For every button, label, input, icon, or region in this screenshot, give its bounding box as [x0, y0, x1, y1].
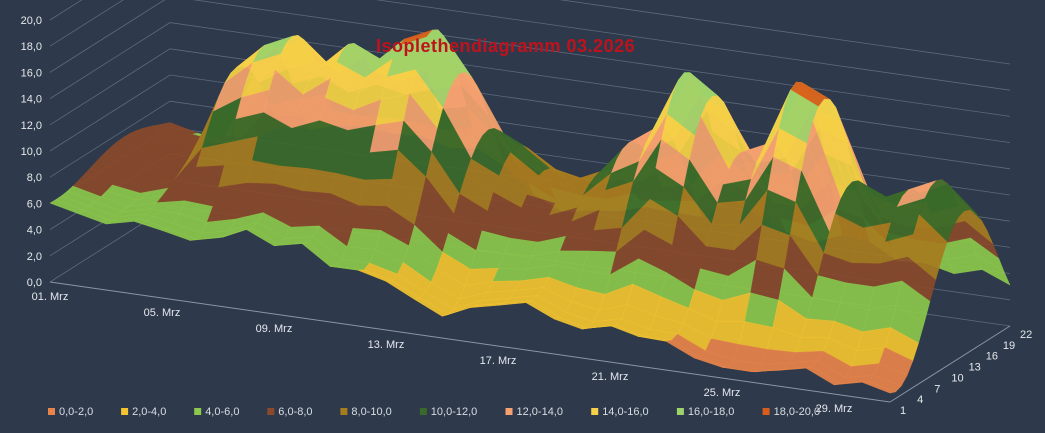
legend-swatch [340, 408, 348, 415]
grid-line [49, 0, 1011, 117]
grid-line [49, 22, 1011, 143]
legend-label: 18,0-20,0 [774, 406, 820, 418]
legend-swatch [267, 408, 275, 415]
surface-patch [800, 318, 835, 338]
legend-label: 6,0-8,0 [278, 406, 312, 418]
y-tick-label: 13 [969, 362, 981, 374]
grid-line [49, 0, 1011, 65]
legend-swatch [121, 408, 129, 415]
y-axis-ticks: 147 10 13 16 19 22 [900, 329, 1032, 417]
chart-title: Isoplethendiagramm 03.2026 [376, 36, 635, 56]
grid-line [49, 0, 1011, 91]
z-axis-ticks: 0,0 2,0 4,0 6,0 8,0 10,0 12,0 14,0 16,0 18,0 20,0 [21, 15, 42, 289]
x-tick-label: 17. Mrz [480, 355, 517, 367]
z-tick-label: 2,0 [27, 251, 42, 263]
y-tick-label: 19 [1003, 340, 1015, 352]
legend-item: 0,0-2,0 [48, 406, 93, 418]
surface-patch [861, 381, 897, 394]
legend-label: 0,0-2,0 [59, 406, 93, 418]
axes: 0,02,04,06,08,010,012,014,016,018,020,0 … [21, 15, 1033, 417]
z-tick-label: 14,0 [21, 94, 42, 106]
legend-swatch [762, 408, 770, 415]
legend-item: 16,0-18,0 [676, 406, 734, 418]
z-tick-label: 10,0 [21, 146, 42, 158]
y-axis-line [889, 325, 1011, 403]
x-tick-label: 13. Mrz [368, 339, 405, 351]
legend-item: 14,0-16,0 [591, 406, 649, 418]
surface-plot [49, 29, 1011, 394]
y-tick-label: 16 [986, 351, 998, 363]
legend-swatch [676, 408, 684, 415]
z-tick-label: 16,0 [21, 67, 42, 79]
z-tick-label: 12,0 [21, 120, 42, 132]
legend-swatch [505, 408, 513, 415]
y-tick-label: 1 [900, 405, 906, 417]
legend-item: 8,0-10,0 [340, 406, 392, 418]
surface-patch [845, 262, 880, 288]
legend-label: 4,0-6,0 [205, 406, 239, 418]
surface-patch [302, 168, 337, 194]
surface-patch [705, 223, 740, 251]
legend-item: 6,0-8,0 [267, 406, 313, 418]
legend-item: 10,0-12,0 [419, 406, 477, 418]
surface-patch [352, 205, 387, 231]
y-tick-label: 22 [1020, 329, 1032, 341]
legend-swatch [48, 408, 55, 415]
y-tick-label: 10 [951, 372, 963, 384]
legend-label: 8,0-10,0 [351, 406, 391, 418]
legend-item: 18,0-20,0 [762, 406, 820, 418]
z-tick-label: 0,0 [27, 277, 42, 289]
x-axis-ticks: 01. Mrz 05. Mrz 09. Mrz 13. Mrz 17. Mrz 21. M… [32, 291, 853, 415]
surface-patch [346, 228, 382, 250]
surface-patch [582, 250, 617, 275]
x-tick-label: 29. Mrz [816, 403, 853, 415]
surface-patch [498, 253, 533, 270]
x-tick-label: 01. Mrz [32, 291, 69, 303]
legend-item: 4,0-6,0 [194, 406, 239, 418]
z-tick-label: 6,0 [27, 198, 42, 210]
z-tick-label: 4,0 [27, 225, 42, 237]
z-tick-label: 18,0 [21, 41, 42, 53]
y-tick-label: 7 [934, 383, 940, 395]
legend-swatch [194, 408, 202, 415]
legend-label: 14,0-16,0 [602, 406, 648, 418]
z-tick-label: 8,0 [27, 172, 42, 184]
x-tick-label: 09. Mrz [256, 323, 293, 335]
legend-swatch [591, 408, 599, 415]
surface-patch [296, 190, 331, 212]
x-tick-label: 25. Mrz [704, 387, 741, 399]
x-tick-label: 05. Mrz [144, 307, 181, 319]
legend-swatch [419, 408, 427, 415]
z-tick-label: 20,0 [21, 15, 42, 27]
x-tick-label: 21. Mrz [592, 371, 629, 383]
legend-item: 12,0-14,0 [505, 406, 563, 418]
x-axis-line [49, 281, 891, 403]
legend-label: 2,0-4,0 [132, 406, 166, 418]
legend-label: 12,0-14,0 [517, 406, 563, 418]
legend-label: 10,0-12,0 [431, 406, 477, 418]
y-tick-label: 4 [917, 394, 923, 406]
legend-item: 2,0-4,0 [121, 406, 166, 418]
legend-label: 16,0-18,0 [688, 406, 734, 418]
legend: 0,0-2,0 2,0-4,0 4,0-6,0 6,0-8,0 8,0-10,0 10,0… [48, 406, 820, 418]
